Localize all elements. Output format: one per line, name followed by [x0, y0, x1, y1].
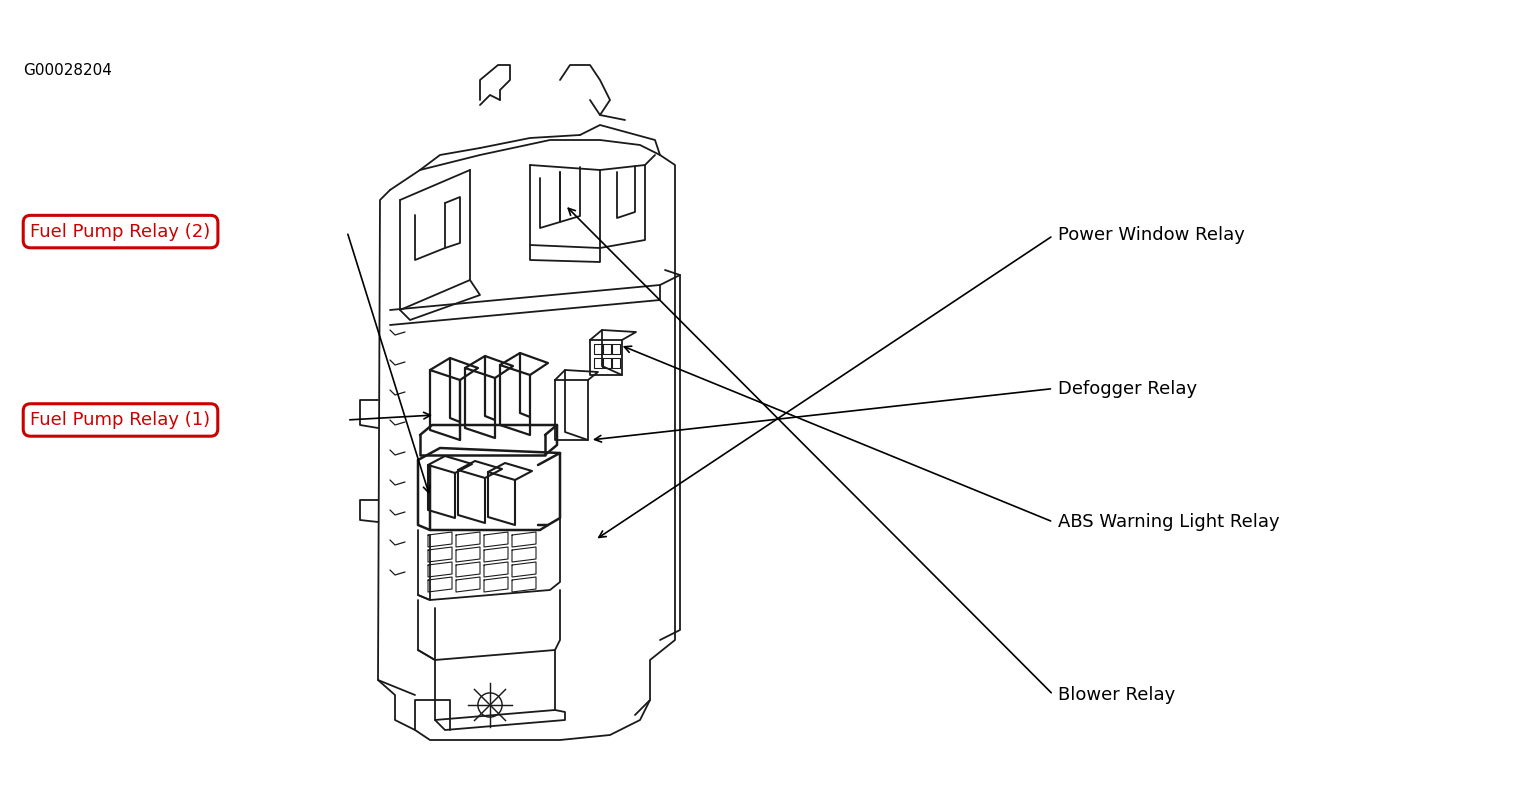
Text: ABS Warning Light Relay: ABS Warning Light Relay: [1058, 513, 1280, 531]
Text: Fuel Pump Relay (1): Fuel Pump Relay (1): [30, 411, 210, 429]
Text: Power Window Relay: Power Window Relay: [1058, 227, 1245, 244]
Text: Blower Relay: Blower Relay: [1058, 686, 1175, 703]
Text: Defogger Relay: Defogger Relay: [1058, 380, 1196, 397]
Text: Fuel Pump Relay (2): Fuel Pump Relay (2): [30, 223, 210, 240]
Text: G00028204: G00028204: [23, 63, 111, 78]
